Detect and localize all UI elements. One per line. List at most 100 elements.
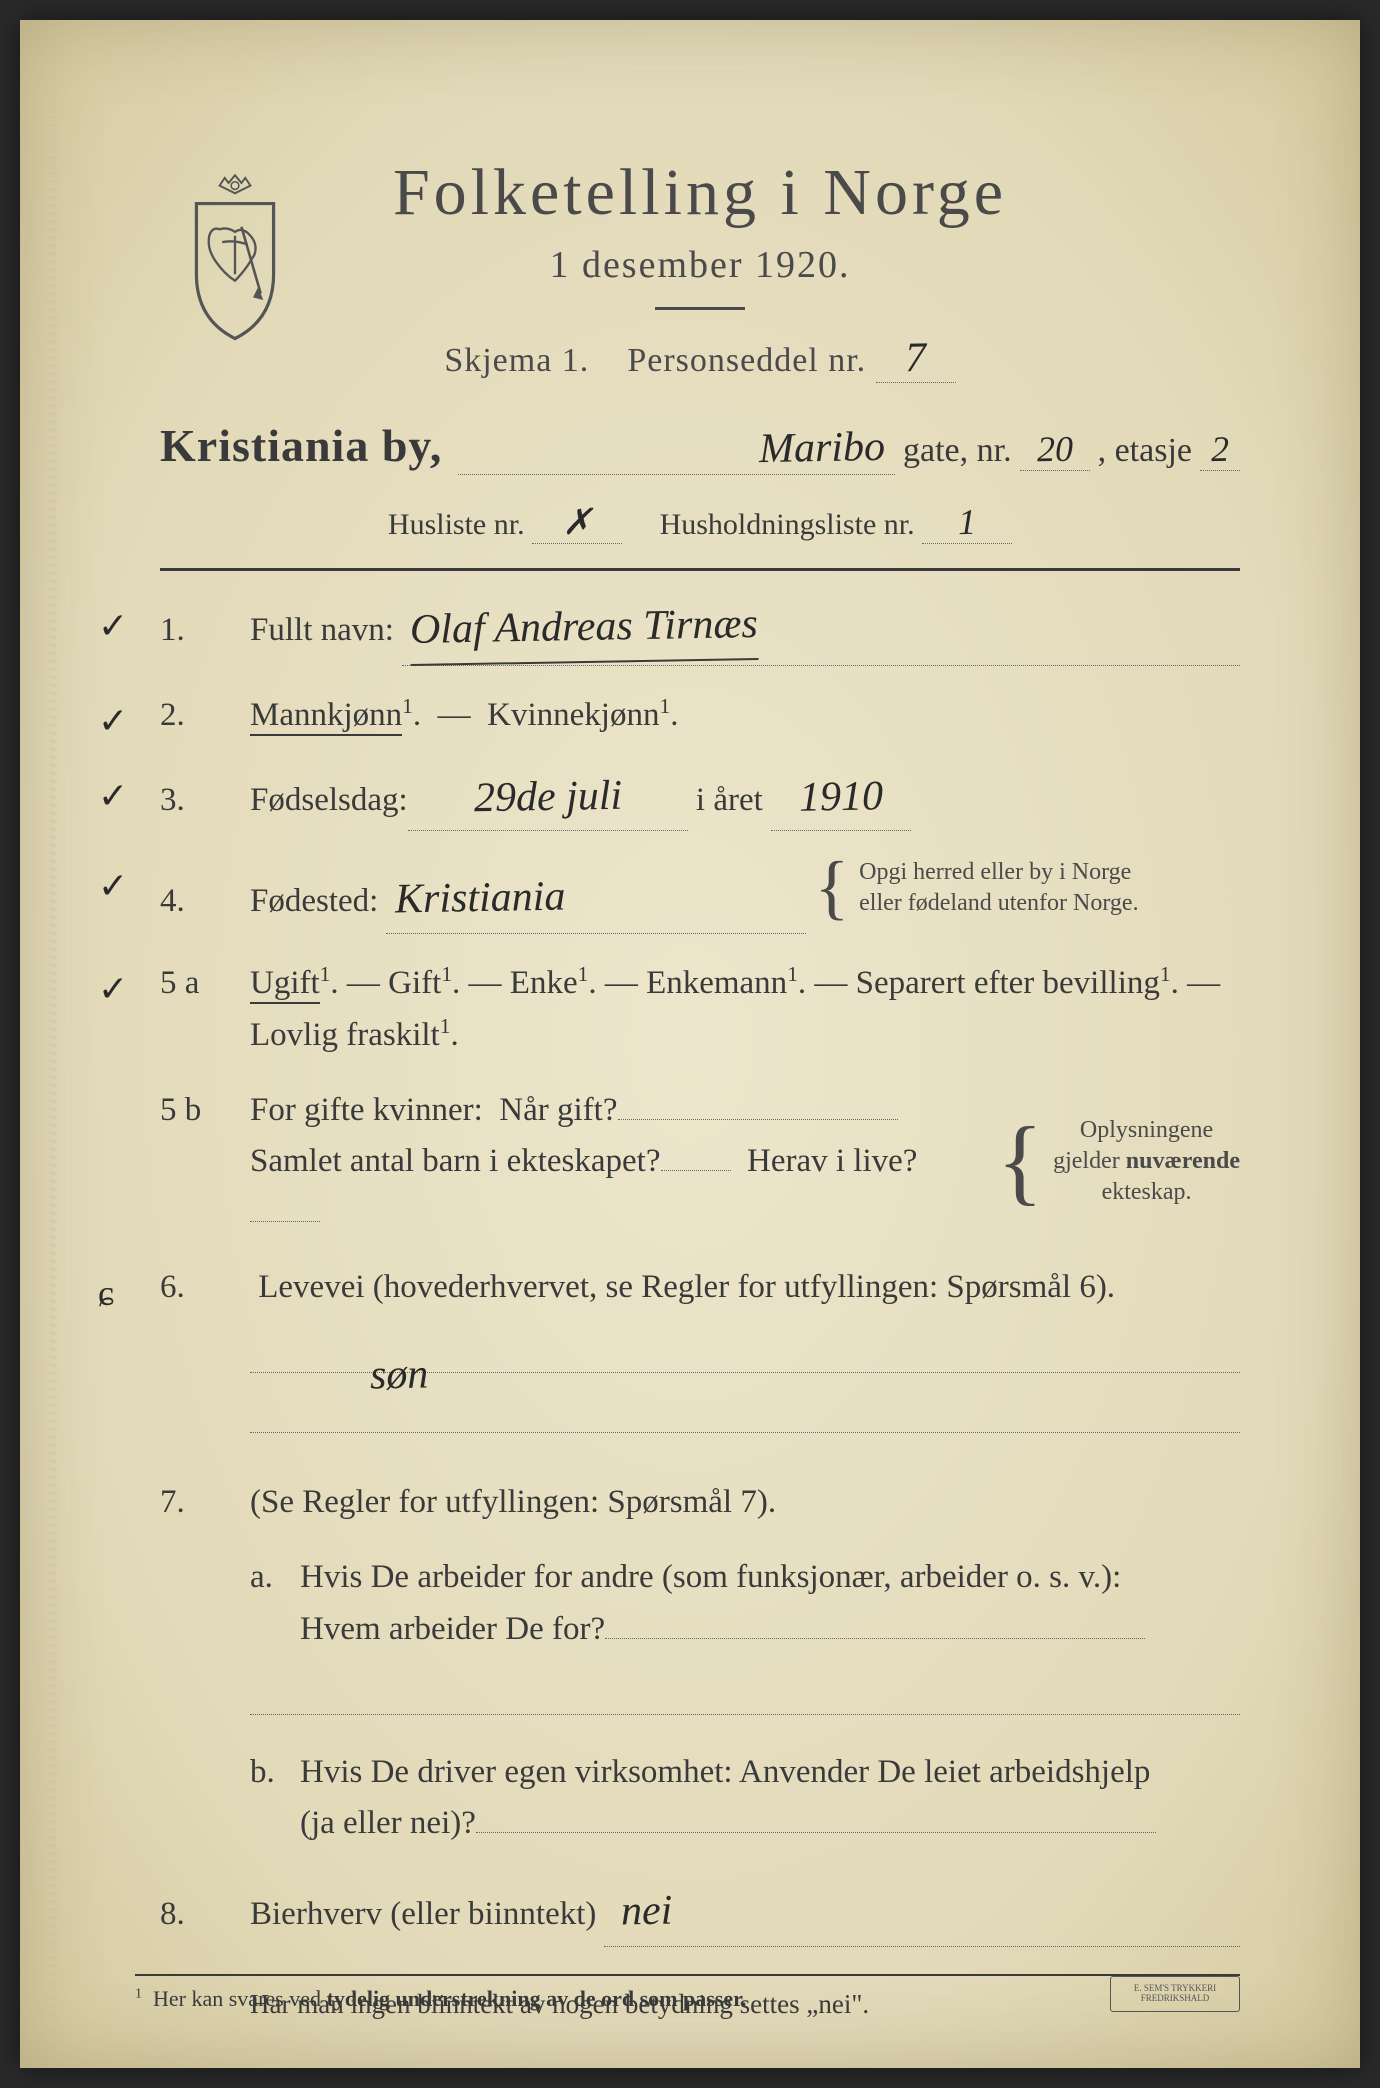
q5a-check-icon: ✓ xyxy=(98,962,128,1018)
gate-nr-field: 20 xyxy=(1020,428,1090,471)
q7a-text: Hvis De arbeider for andre (som funksjon… xyxy=(300,1559,1121,1595)
q7a-field xyxy=(605,1638,1145,1639)
q7b-label: b. xyxy=(250,1747,300,1798)
q4-label: Fødested: xyxy=(250,876,378,927)
q5a-fraskilt: Lovlig fraskilt xyxy=(250,1017,440,1053)
q1-row: ✓ 1. Fullt navn: Olaf Andreas Tirnæs xyxy=(160,595,1240,666)
q5b-barn-field xyxy=(661,1170,731,1171)
q2-sup1: 1 xyxy=(402,694,413,718)
form-header: Folketelling i Norge 1 desember 1920. Sk… xyxy=(160,155,1240,383)
q5b-label: For gifte kvinner: xyxy=(250,1092,483,1128)
q7-intro-row: 7. (Se Regler for utfyllingen: Spørsmål … xyxy=(160,1477,1240,1528)
q4-value: Kristiania xyxy=(394,865,566,933)
printer-stamp: E. SEM'S TRYKKERI FREDRIKSHALD xyxy=(1110,1976,1240,2012)
q5a-num: 5 a xyxy=(160,958,250,1009)
q7-num: 7. xyxy=(160,1477,250,1528)
footnote-marker: 1 xyxy=(135,1987,142,2002)
q4-num: 4. xyxy=(160,876,250,927)
q4-field: Kristiania xyxy=(386,866,806,934)
q5b-note-l1: Oplysningene xyxy=(1080,1117,1213,1143)
q1-value: Olaf Andreas Tirnæs xyxy=(410,592,759,666)
q3-num: 3. xyxy=(160,775,250,826)
q2-row: ✓ 2. Mannkjønn1. — Kvinnekjønn1. xyxy=(160,690,1240,741)
footnote-text: Her kan svares ved tydelig understreknin… xyxy=(153,1986,746,2011)
q8-num: 8. xyxy=(160,1889,250,1940)
personseddel-nr-field: 7 xyxy=(876,334,956,383)
q6-field: søn xyxy=(250,1343,1240,1373)
q6-row: ɕ 6. Levevei (hovederhvervet, se Regler … xyxy=(160,1262,1240,1433)
q5b-content: For gifte kvinner: Når gift? Samlet anta… xyxy=(250,1085,1240,1238)
q5a-row: ✓ 5 a Ugift1. — Gift1. — Enke1. — Enkema… xyxy=(160,958,1240,1060)
q5a-enkemann: Enkemann xyxy=(646,965,787,1001)
q7a-label: a. xyxy=(250,1552,300,1603)
q1-field: Olaf Andreas Tirnæs xyxy=(402,595,1240,666)
census-form-page: Folketelling i Norge 1 desember 1920. Sk… xyxy=(20,20,1360,2068)
footnote: 1 Her kan svares ved tydelig understrekn… xyxy=(135,1974,1240,2012)
q5b-herav-field xyxy=(250,1221,320,1222)
personseddel-label: Personseddel nr. xyxy=(627,342,866,379)
q2-content: Mannkjønn1. — Kvinnekjønn1. xyxy=(250,690,678,741)
q1-check-icon: ✓ xyxy=(98,599,128,655)
q5b-when-field xyxy=(618,1119,898,1120)
gate-label: gate, nr. xyxy=(903,432,1012,470)
q3-check-icon: ✓ xyxy=(98,769,128,825)
q5a-separert: Separert efter bevilling xyxy=(856,965,1160,1001)
etasje-field: 2 xyxy=(1200,428,1240,471)
q7a-content: Hvis De arbeider for andre (som funksjon… xyxy=(300,1552,1240,1654)
husliste-label: Husliste nr. xyxy=(388,508,525,541)
q7a-row: a. Hvis De arbeider for andre (som funks… xyxy=(160,1552,1240,1654)
q4-note-wrap: { Opgi herred eller by i Norge eller fød… xyxy=(815,855,1139,920)
q4-note-l1: Opgi herred eller by i Norge xyxy=(859,859,1131,885)
q1-num: 1. xyxy=(160,605,250,656)
q7a-field-2 xyxy=(250,1685,1240,1715)
q3-year-label: i året xyxy=(696,775,763,826)
q5a-enke: Enke xyxy=(510,965,578,1001)
etasje-label: , etasje xyxy=(1098,432,1192,470)
husliste-nr-field: ✗ xyxy=(532,501,622,544)
q6-check-icon: ɕ xyxy=(98,1266,114,1322)
form-date: 1 desember 1920. xyxy=(160,243,1240,287)
q7b-content: Hvis De driver egen virksomhet: Anvender… xyxy=(300,1747,1240,1849)
skjema-label: Skjema 1. xyxy=(444,342,589,379)
q3-day: 29de juli xyxy=(473,764,622,832)
husliste-nr: ✗ xyxy=(562,501,593,544)
q8-label: Bierhverv (eller biinntekt) xyxy=(250,1889,596,1940)
husholdning-label: Husholdningsliste nr. xyxy=(660,508,915,541)
q5b-note: Oplysningene gjelder nuværende ekteskap. xyxy=(1053,1115,1240,1209)
q2-kvinne: Kvinnekjønn xyxy=(487,697,659,733)
q4-note-l2: eller fødeland utenfor Norge. xyxy=(859,890,1138,916)
title-divider xyxy=(655,307,745,310)
q4-note: Opgi herred eller by i Norge eller fødel… xyxy=(859,857,1138,919)
husliste-row: Husliste nr. ✗ Husholdningsliste nr. 1 xyxy=(160,501,1240,544)
q1-label: Fullt navn: xyxy=(250,605,394,656)
q6-num: 6. xyxy=(160,1262,250,1313)
q7-intro: (Se Regler for utfyllingen: Spørsmål 7). xyxy=(250,1477,776,1528)
q5b-herav: Herav i live? xyxy=(747,1143,917,1179)
q8-field: nei xyxy=(604,1879,1240,1947)
coat-of-arms-icon xyxy=(170,165,300,345)
q6-label: Levevei (hovederhvervet, se Regler for u… xyxy=(258,1269,1115,1305)
q2-num: 2. xyxy=(160,690,250,741)
q5b-when: Når gift? xyxy=(499,1092,617,1128)
street-name: Maribo xyxy=(759,423,886,473)
form-title: Folketelling i Norge xyxy=(160,155,1240,231)
q7a-q: Hvem arbeider De for? xyxy=(300,1611,605,1647)
husholdning-nr: 1 xyxy=(958,501,977,543)
q2-check-icon: ✓ xyxy=(98,694,128,750)
q7-block: 7. (Se Regler for utfyllingen: Spørsmål … xyxy=(160,1477,1240,1849)
q4-row: ✓ 4. Fødested: Kristiania { Opgi herred … xyxy=(160,855,1240,934)
q6-value: søn xyxy=(369,1343,428,1409)
q8-value: nei xyxy=(620,1879,672,1945)
q3-row: ✓ 3. Fødselsdag: 29de juli i året 1910 xyxy=(160,765,1240,831)
etasje-nr: 2 xyxy=(1211,428,1230,470)
q5b-barn: Samlet antal barn i ekteskapet? xyxy=(250,1143,661,1179)
q5b-num: 5 b xyxy=(160,1085,250,1136)
main-divider xyxy=(160,568,1240,571)
personseddel-nr: 7 xyxy=(904,334,927,382)
q2-sup2: 1 xyxy=(659,694,670,718)
address-row: Kristiania by, Maribo gate, nr. 20 , eta… xyxy=(160,419,1240,475)
footnote-divider xyxy=(135,1974,1240,1976)
q5b-note-wrap: { Oplysningene gjelder nuværende ekteska… xyxy=(997,1115,1240,1209)
brace-icon: { xyxy=(997,1118,1043,1204)
q3-day-field: 29de juli xyxy=(408,765,688,831)
